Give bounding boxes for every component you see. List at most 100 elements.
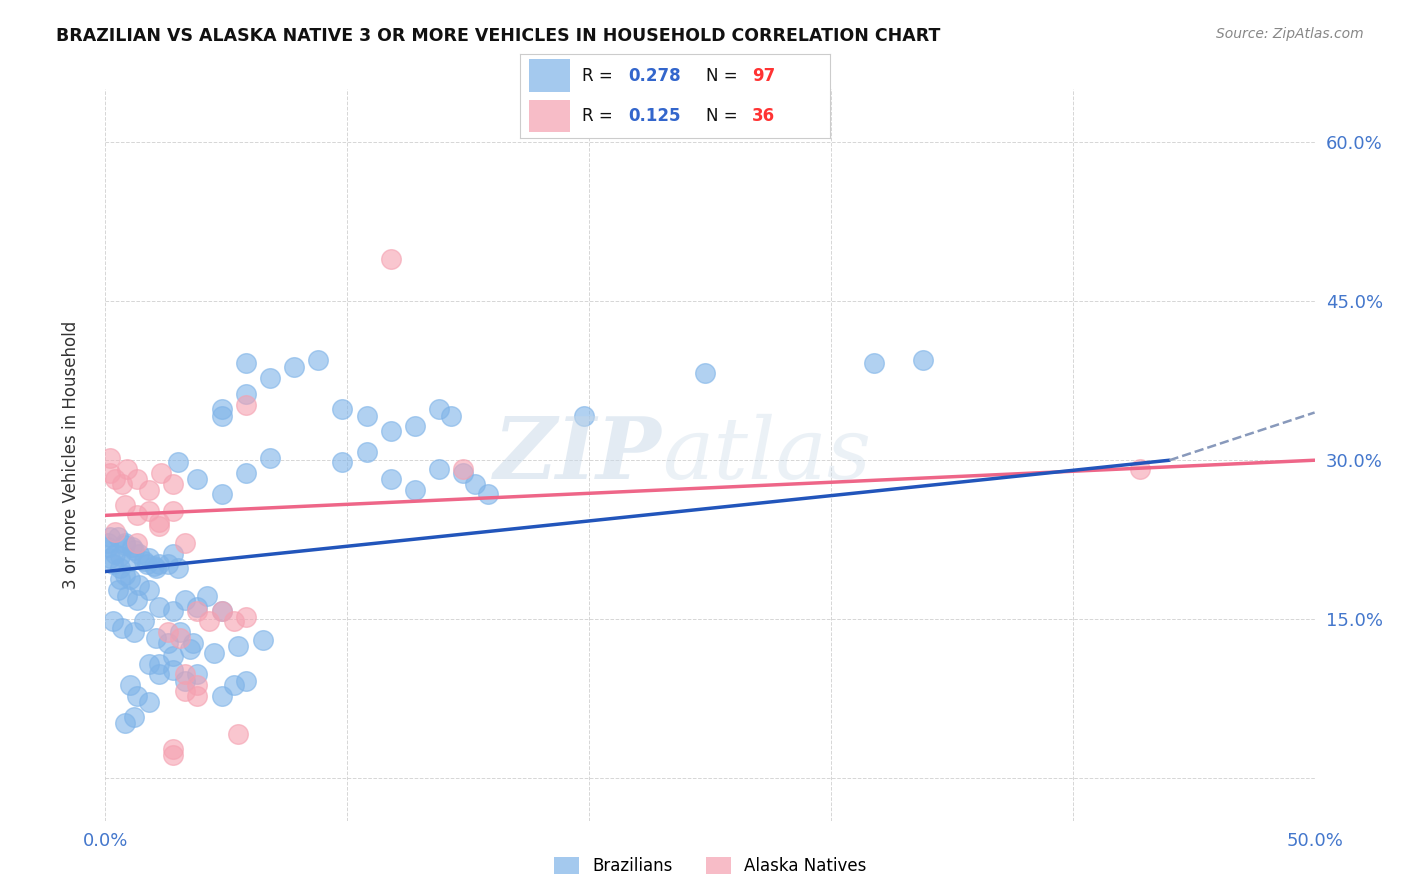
Point	[211, 487, 233, 501]
Point	[138, 504, 160, 518]
Point	[101, 557, 124, 571]
Point	[181, 635, 204, 649]
Point	[115, 461, 138, 475]
Point	[186, 689, 208, 703]
Text: 36: 36	[752, 107, 775, 125]
Point	[404, 483, 426, 497]
Point	[124, 710, 146, 724]
Point	[186, 472, 208, 486]
Point	[477, 487, 499, 501]
Point	[252, 633, 274, 648]
Point	[108, 549, 131, 563]
Point	[863, 356, 886, 370]
Point	[118, 554, 141, 568]
Point	[104, 472, 127, 486]
Point	[174, 536, 197, 550]
Point	[138, 657, 160, 671]
Point	[97, 536, 120, 550]
Text: atlas: atlas	[662, 414, 870, 496]
Text: 97: 97	[752, 67, 776, 85]
Text: N =: N =	[706, 107, 742, 125]
Point	[174, 673, 197, 688]
Point	[101, 615, 124, 629]
Point	[124, 543, 146, 558]
Point	[186, 667, 208, 681]
Point	[115, 589, 138, 603]
Point	[157, 635, 180, 649]
FancyBboxPatch shape	[530, 60, 569, 92]
Point	[124, 624, 146, 639]
Point	[186, 604, 208, 618]
Point	[307, 352, 329, 367]
Point	[157, 624, 180, 639]
Point	[195, 589, 218, 603]
Point	[453, 461, 475, 475]
Point	[404, 419, 426, 434]
Point	[128, 578, 150, 592]
Point	[235, 610, 257, 624]
Point	[125, 472, 148, 486]
Point	[118, 678, 141, 692]
Point	[107, 530, 129, 544]
Point	[235, 466, 257, 480]
Point	[128, 547, 150, 561]
Point	[142, 559, 165, 574]
Point	[108, 572, 131, 586]
Point	[174, 593, 197, 607]
Text: R =: R =	[582, 67, 619, 85]
Text: R =: R =	[582, 107, 619, 125]
Point	[111, 476, 134, 491]
Point	[162, 504, 184, 518]
Point	[162, 547, 184, 561]
Point	[114, 498, 136, 512]
Point	[108, 561, 131, 575]
Point	[235, 387, 257, 401]
Point	[107, 582, 129, 597]
Point	[148, 519, 170, 533]
Point	[259, 370, 281, 384]
Point	[134, 615, 156, 629]
FancyBboxPatch shape	[530, 100, 569, 132]
Point	[114, 567, 136, 582]
Text: 0.125: 0.125	[628, 107, 681, 125]
Point	[440, 409, 463, 423]
Point	[150, 466, 173, 480]
Point	[356, 409, 378, 423]
Point	[104, 547, 127, 561]
Point	[114, 538, 136, 552]
Point	[453, 466, 475, 480]
Point	[98, 550, 121, 565]
Point	[125, 593, 148, 607]
Point	[134, 554, 156, 568]
Text: BRAZILIAN VS ALASKA NATIVE 3 OR MORE VEHICLES IN HOUSEHOLD CORRELATION CHART: BRAZILIAN VS ALASKA NATIVE 3 OR MORE VEH…	[56, 27, 941, 45]
Point	[125, 689, 148, 703]
Point	[259, 451, 281, 466]
Point	[148, 557, 170, 571]
Point	[695, 366, 717, 380]
Point	[235, 356, 257, 370]
Point	[211, 409, 233, 423]
Point	[162, 663, 184, 677]
Point	[283, 359, 305, 374]
Point	[169, 632, 191, 646]
Point	[174, 667, 197, 681]
Text: Source: ZipAtlas.com: Source: ZipAtlas.com	[1216, 27, 1364, 41]
Point	[162, 649, 184, 664]
Point	[228, 727, 250, 741]
Point	[228, 639, 250, 653]
Point	[574, 409, 596, 423]
Point	[911, 352, 934, 367]
Point	[145, 632, 167, 646]
Point	[104, 525, 127, 540]
Point	[464, 476, 486, 491]
Point	[167, 561, 190, 575]
Point	[162, 741, 184, 756]
Point	[169, 624, 191, 639]
Point	[235, 398, 257, 412]
Point	[114, 536, 136, 550]
Point	[138, 550, 160, 565]
Text: 0.278: 0.278	[628, 67, 681, 85]
Point	[162, 747, 184, 762]
Point	[380, 252, 402, 266]
Point	[125, 508, 148, 523]
